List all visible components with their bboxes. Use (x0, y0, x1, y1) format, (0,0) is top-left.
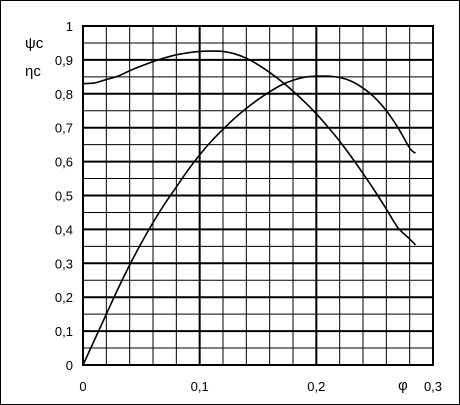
y-tick-label: 0,4 (55, 222, 73, 237)
y-tick-label: 0,5 (55, 189, 73, 204)
plot-frame (82, 25, 434, 366)
series-line-2 (82, 75, 417, 366)
grid (82, 25, 434, 366)
y-tick-label: 1 (66, 19, 73, 34)
y-axis-label-bottom: ηc (25, 63, 41, 80)
y-axis-label-top: ψc (25, 35, 44, 52)
x-tick-label: 0,3 (424, 379, 442, 394)
x-tick-label: 0,2 (307, 379, 325, 394)
x-tick-label: 0,1 (191, 379, 209, 394)
y-tick-label: 0,1 (55, 324, 73, 339)
y-tick-label: 0,8 (55, 87, 73, 102)
y-tick-label: 0,6 (55, 155, 73, 170)
series-lines (82, 50, 417, 366)
y-tick-label: 0,3 (55, 256, 73, 271)
y-tick-label: 0,9 (55, 53, 73, 68)
x-axis-label: φ (398, 377, 408, 394)
x-tick-label: 0 (79, 379, 86, 394)
series-line-1 (82, 50, 417, 246)
y-tick-label: 0 (66, 358, 73, 373)
y-tick-label: 0,7 (55, 121, 73, 136)
y-tick-label: 0,2 (55, 290, 73, 305)
tick-labels: 0 0,1 0,2 0,3 0,4 0,5 0,6 0,7 0,8 0,9 1 0 0,1 0,2 0,3 (55, 19, 442, 394)
